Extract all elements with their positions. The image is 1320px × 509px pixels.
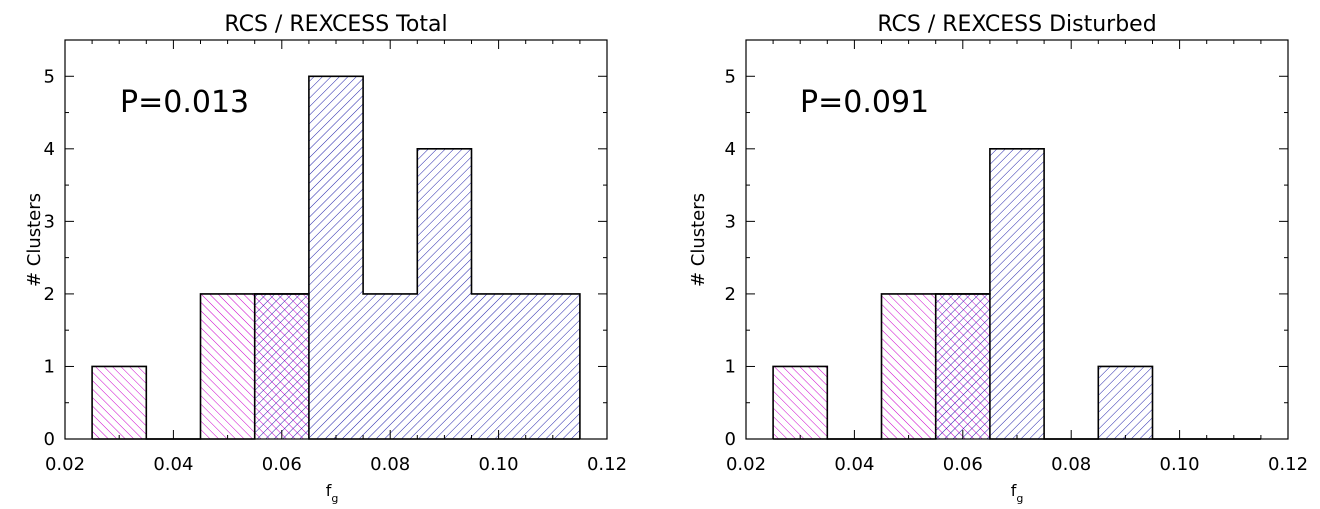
x-axis-label: fg — [326, 481, 339, 505]
histogram-bar-series-1 — [417, 148, 472, 439]
y-tick-label: 5 — [44, 66, 55, 87]
y-tick-label: 4 — [44, 139, 55, 160]
y-tick-label: 2 — [725, 284, 736, 305]
y-tick-label: 0 — [44, 429, 55, 450]
x-axis-label: fg — [1011, 481, 1024, 505]
histogram-bar-series-0 — [773, 366, 828, 439]
histogram-panel-total: RCS / REXCESS Total P=0.013 # Clusters f… — [24, 12, 627, 505]
y-tick-label: 3 — [725, 211, 736, 232]
histogram-bar-series-0 — [881, 293, 936, 439]
y-tick-label: 1 — [725, 356, 736, 377]
x-tick-label: 0.08 — [1051, 454, 1091, 475]
x-tick-label: 0.04 — [834, 454, 874, 475]
y-tick-label: 5 — [725, 66, 736, 87]
y-axis-label: # Clusters — [24, 193, 45, 287]
y-tick-label: 4 — [725, 139, 736, 160]
histogram-bar-series-1 — [935, 293, 990, 439]
histogram-bar-series-1 — [525, 293, 580, 439]
histogram-bar-series-1 — [1098, 366, 1153, 439]
y-tick-label: 1 — [44, 356, 55, 377]
x-tick-label: 0.04 — [153, 454, 193, 475]
histogram-bar-series-0 — [92, 366, 147, 439]
x-tick-label: 0.12 — [1268, 454, 1308, 475]
chart-title: RCS / REXCESS Total — [224, 12, 447, 37]
histogram-bar-series-1 — [363, 293, 418, 439]
y-tick-label: 0 — [725, 429, 736, 450]
histogram-bar-series-1 — [308, 76, 364, 439]
x-tick-label: 0.10 — [1160, 454, 1200, 475]
y-tick-label: 3 — [44, 211, 55, 232]
p-value-annotation: P=0.091 — [800, 85, 929, 120]
p-value-annotation: P=0.013 — [120, 85, 249, 120]
histogram-bar-series-1 — [471, 293, 526, 439]
histogram-panel-disturbed: RCS / REXCESS Disturbed P=0.091 # Cluste… — [688, 12, 1308, 505]
x-tick-label: 0.10 — [479, 454, 519, 475]
chart-title: RCS / REXCESS Disturbed — [877, 12, 1156, 37]
x-tick-label: 0.12 — [587, 454, 627, 475]
histogram-bar-series-1 — [989, 148, 1045, 439]
x-tick-label: 0.02 — [726, 454, 766, 475]
x-tick-label: 0.06 — [262, 454, 302, 475]
histogram-bar-series-0 — [200, 293, 255, 439]
x-tick-label: 0.08 — [370, 454, 410, 475]
y-tick-label: 2 — [44, 284, 55, 305]
histogram-bar-series-1 — [254, 293, 309, 439]
y-axis-label: # Clusters — [688, 193, 709, 287]
x-tick-label: 0.06 — [943, 454, 983, 475]
x-tick-label: 0.02 — [45, 454, 85, 475]
